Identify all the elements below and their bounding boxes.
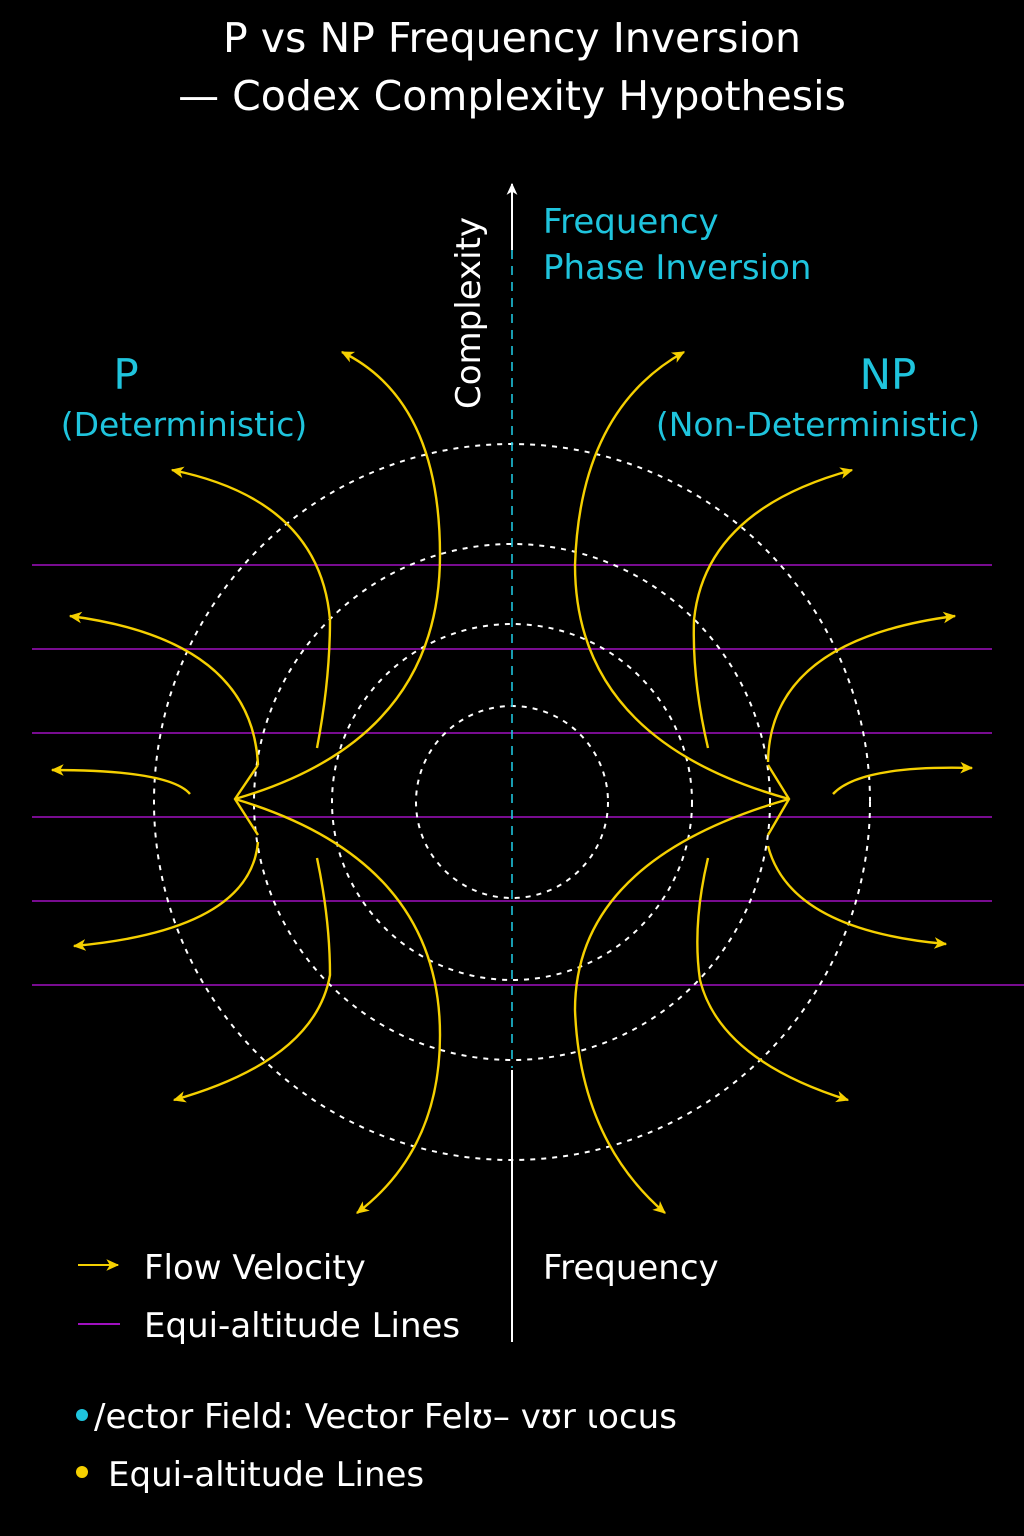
ring-3 bbox=[253, 543, 771, 1061]
flow-arrow-right-lower-inner bbox=[573, 797, 790, 1214]
flow-arrow-left-upper-outer bbox=[68, 611, 260, 766]
flow-tip-right bbox=[766, 764, 791, 836]
legend-flow-velocity: Flow Velocity bbox=[144, 1248, 366, 1288]
footer-item-equi-altitude: Equi-altitude Lines bbox=[108, 1455, 424, 1495]
yellow-dot-icon bbox=[76, 1466, 88, 1478]
region-p-title: P bbox=[113, 350, 138, 399]
flow-arrow-left-horizontal bbox=[50, 764, 191, 795]
flow-arrow-right-lower-mid bbox=[696, 857, 850, 1103]
flow-arrow-left-upper-mid bbox=[170, 466, 332, 749]
flow-velocity-field bbox=[50, 350, 974, 1214]
title-line-2: — Codex Complexity Hypothesis bbox=[178, 72, 846, 120]
annotation-line-1: Frequency bbox=[543, 202, 719, 242]
flow-arrow-right-upper-inner bbox=[573, 350, 790, 801]
legend: Flow Velocity Equi-altitude Lines bbox=[78, 1248, 460, 1346]
axis-label-complexity: Complexity bbox=[449, 217, 489, 409]
flow-arrow-right-lower-outer bbox=[766, 845, 948, 949]
flow-arrow-left-upper-inner bbox=[234, 350, 442, 801]
flow-arrow-right-horizontal bbox=[832, 761, 974, 795]
title-line-1: P vs NP Frequency Inversion bbox=[223, 14, 801, 62]
flow-arrow-right-upper-mid bbox=[692, 467, 854, 749]
region-np-title: NP bbox=[860, 350, 917, 399]
axis-label-frequency: Frequency bbox=[543, 1248, 719, 1288]
flow-arrow-right-upper-outer bbox=[766, 611, 957, 763]
flow-tip-left bbox=[233, 764, 260, 836]
region-np-subtitle: (Non-Deterministic) bbox=[656, 405, 980, 444]
annotation-line-2: Phase Inversion bbox=[543, 248, 811, 288]
ring-2 bbox=[331, 623, 693, 981]
flow-arrow-left-lower-inner bbox=[234, 797, 442, 1214]
region-p-subtitle: (Deterministic) bbox=[61, 405, 308, 444]
cyan-dot-icon bbox=[76, 1409, 88, 1421]
legend-equi-altitude: Equi-altitude Lines bbox=[144, 1306, 460, 1346]
flow-arrow-left-lower-mid bbox=[172, 857, 332, 1103]
flow-arrow-left-lower-outer bbox=[72, 841, 260, 951]
footer-item-vector-field: /ector Field: Vector Felʊ– ᴠʊr ιocus bbox=[94, 1397, 677, 1437]
footer-notes: /ector Field: Vector Felʊ– ᴠʊr ιocus Equ… bbox=[76, 1397, 677, 1495]
